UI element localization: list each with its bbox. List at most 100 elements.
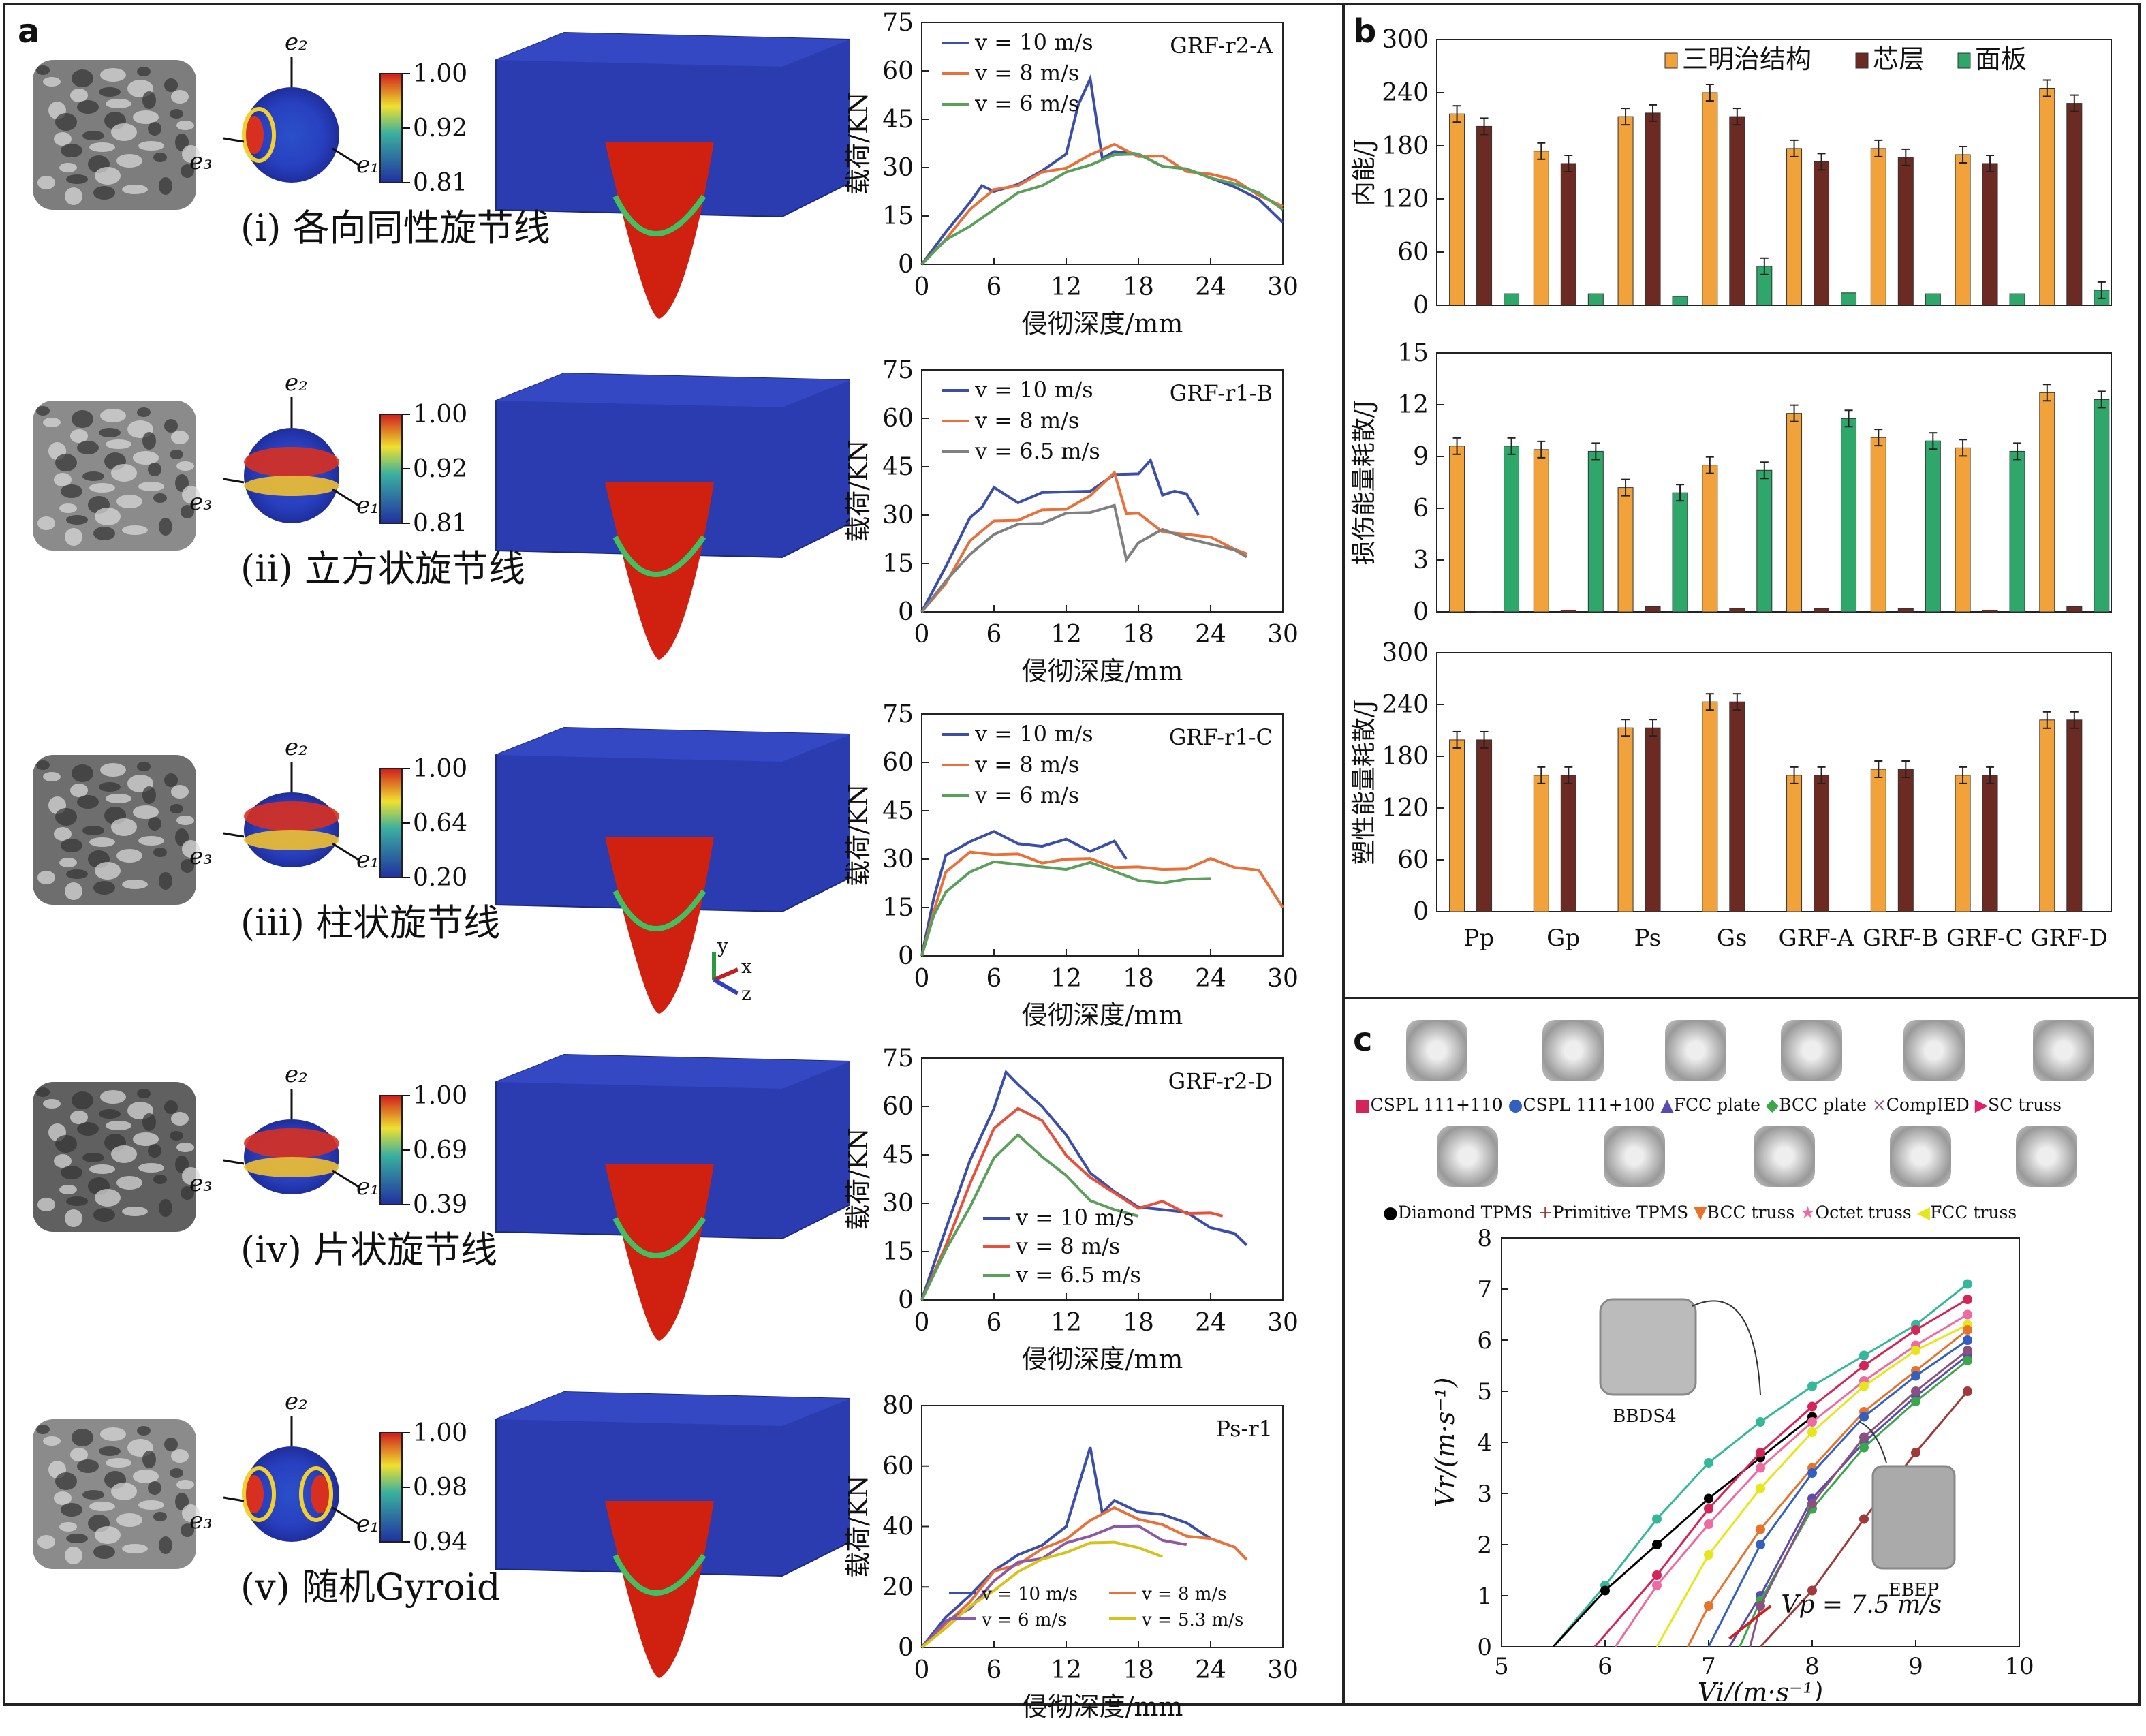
series-line bbox=[920, 1540, 1164, 1649]
bar bbox=[1729, 701, 1745, 912]
y-tick-label: 40 bbox=[882, 1513, 914, 1541]
cube-pore bbox=[138, 1500, 164, 1510]
cube-pore bbox=[61, 1166, 82, 1179]
damage-zone bbox=[605, 1501, 714, 1678]
bar bbox=[1504, 446, 1520, 613]
data-point bbox=[1704, 1458, 1713, 1468]
cube-pore bbox=[106, 439, 131, 449]
damage-fragments bbox=[612, 1216, 706, 1258]
x-tick-label: 30 bbox=[1267, 1656, 1299, 1684]
x-category-label: GRF-D bbox=[2030, 925, 2108, 952]
x-tick-label: 0 bbox=[914, 965, 930, 993]
cube-pore bbox=[138, 482, 164, 491]
cube-pore bbox=[89, 483, 115, 493]
damage-zone bbox=[605, 837, 714, 1014]
cube-pore bbox=[93, 1545, 115, 1559]
cube-pore bbox=[100, 1090, 126, 1104]
colorbar-label: 0.92 bbox=[413, 455, 467, 483]
legend-marker: ● bbox=[1508, 1095, 1523, 1115]
target-plate-top bbox=[496, 1055, 850, 1089]
bar bbox=[1841, 418, 1857, 613]
cube-pore bbox=[148, 1144, 161, 1158]
cube-pore bbox=[142, 1451, 156, 1468]
axis-e2-label: e₂ bbox=[285, 369, 308, 397]
cube-pore bbox=[93, 1208, 115, 1222]
cube-pore bbox=[159, 518, 172, 536]
axis-e1-label: e₁ bbox=[356, 1173, 379, 1200]
cube-pore bbox=[171, 90, 189, 104]
data-point bbox=[1807, 1468, 1817, 1478]
bar bbox=[1449, 446, 1465, 613]
cube-pore bbox=[153, 848, 167, 857]
data-point bbox=[1652, 1514, 1662, 1524]
y-tick-label: 15 bbox=[882, 550, 914, 578]
colorbar bbox=[379, 1432, 403, 1543]
cube-pore bbox=[82, 471, 104, 481]
cube-pore bbox=[159, 177, 172, 195]
plot-area bbox=[921, 369, 1284, 613]
cube-pore bbox=[37, 176, 55, 189]
plot-area bbox=[1436, 652, 2112, 912]
cube-pore bbox=[133, 1132, 159, 1146]
y-tick-label: 30 bbox=[882, 846, 914, 873]
data-point bbox=[1963, 1295, 1972, 1304]
axis-e3-arrow bbox=[223, 1159, 245, 1165]
cube-pore bbox=[170, 109, 183, 119]
cube-pore bbox=[137, 1426, 151, 1436]
y-tick-label: 75 bbox=[882, 704, 914, 728]
x-tick-label: 18 bbox=[1123, 273, 1154, 301]
x-tick-label: 6 bbox=[986, 621, 1002, 649]
legend-marker: + bbox=[1538, 1203, 1553, 1222]
load-chart-4: 0 6 12 18 24 30 0 15 30 45 60 75 侵彻深度/mm 载荷/KN GRF-r2-… bbox=[843, 1048, 1299, 1374]
triad-x-arrow bbox=[713, 967, 739, 982]
series-line bbox=[920, 1070, 1248, 1301]
cube-pore bbox=[36, 1425, 50, 1434]
bar bbox=[1925, 440, 1941, 613]
row-caption-1: (i) 各向同性旋节线 bbox=[240, 206, 550, 249]
x-category-label: GRF-A bbox=[1778, 925, 1854, 952]
cube-pore bbox=[43, 772, 61, 781]
legend-label: v = 6 m/s bbox=[974, 91, 1079, 117]
vp-annotation: Vp = 7.5 m/s bbox=[1781, 1591, 1942, 1619]
bar bbox=[1756, 469, 1773, 613]
bar bbox=[1645, 112, 1661, 306]
axis-e3-arrow bbox=[223, 1496, 245, 1502]
data-point bbox=[1756, 1524, 1765, 1534]
cube-pore bbox=[138, 1163, 164, 1173]
y-tick-label: 180 bbox=[1382, 743, 1429, 771]
legend-swatch bbox=[1855, 52, 1869, 69]
legend-label: FCC truss bbox=[1929, 1203, 2017, 1222]
legend-label: v = 10 m/s bbox=[974, 29, 1093, 55]
axis-e1-label: e₁ bbox=[356, 846, 379, 873]
data-point bbox=[1652, 1581, 1662, 1590]
bar bbox=[1814, 608, 1830, 613]
x-tick-label: 24 bbox=[1195, 1309, 1226, 1337]
bar bbox=[1786, 148, 1803, 306]
cube-pore bbox=[93, 527, 115, 540]
triad-z-label: z bbox=[741, 982, 751, 1005]
y-tick-label: 75 bbox=[882, 12, 914, 37]
x-tick-label: 8 bbox=[1805, 1653, 1820, 1680]
bar bbox=[1925, 293, 1941, 306]
bar bbox=[2009, 450, 2025, 613]
horizontal-divider bbox=[1345, 997, 2138, 999]
legend-label: v = 8 m/s bbox=[974, 60, 1079, 86]
y-axis-label: 载荷/KN bbox=[843, 92, 873, 194]
lattice-thumbnail bbox=[1903, 1020, 1965, 1081]
bar bbox=[1449, 113, 1465, 306]
bar bbox=[1897, 157, 1914, 306]
data-point bbox=[1704, 1550, 1713, 1560]
cube-pore bbox=[171, 1449, 189, 1463]
y-tick-label: 15 bbox=[882, 202, 914, 230]
cube-pore bbox=[95, 508, 121, 525]
y-tick-label: 0 bbox=[1413, 292, 1429, 320]
data-point bbox=[1911, 1397, 1920, 1406]
data-point bbox=[1807, 1585, 1817, 1596]
y-tick-label: 300 bbox=[1382, 639, 1429, 667]
cube-pore bbox=[106, 99, 131, 108]
colorbar-label: 0.20 bbox=[413, 864, 467, 892]
bar bbox=[1870, 148, 1886, 306]
triad-x-label: x bbox=[741, 955, 752, 978]
data-point bbox=[1859, 1432, 1869, 1442]
y-tick-label: 240 bbox=[1382, 691, 1429, 719]
